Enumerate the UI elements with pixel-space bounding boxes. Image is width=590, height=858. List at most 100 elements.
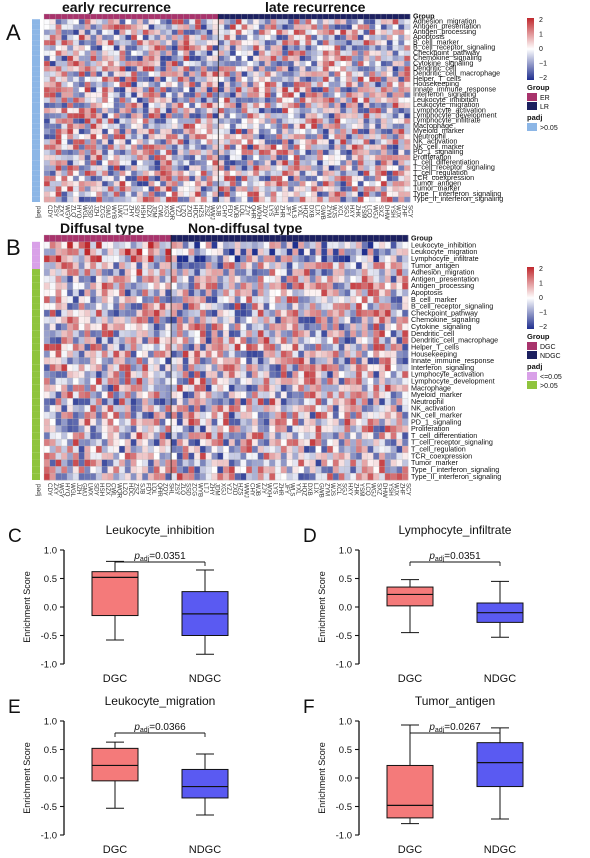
heatmap-cell xyxy=(61,165,68,171)
heatmap-cell xyxy=(264,134,271,140)
heatmap-cell xyxy=(299,175,306,182)
heatmap-cell xyxy=(379,398,386,406)
heatmap-cell xyxy=(321,377,328,386)
heatmap-cell xyxy=(235,19,242,25)
heatmap-cell xyxy=(332,445,339,454)
heatmap-cell xyxy=(344,364,351,372)
heatmap-cell xyxy=(211,303,218,311)
heatmap-cell xyxy=(96,262,103,270)
heatmap-cell xyxy=(177,170,184,177)
heatmap-cell xyxy=(224,55,231,62)
heatmap-cell xyxy=(125,123,132,130)
heatmap-cell xyxy=(240,337,247,345)
heatmap-cell xyxy=(402,371,409,379)
heatmap-cell xyxy=(304,439,311,447)
heatmap-cell xyxy=(234,439,241,447)
heatmap-cell xyxy=(165,337,172,345)
heatmap-cell xyxy=(351,76,359,83)
heatmap-cell xyxy=(361,269,368,277)
heatmap-cell xyxy=(78,296,85,304)
heatmap-cell xyxy=(344,398,351,406)
heatmap-cell xyxy=(380,55,388,62)
heatmap-cell xyxy=(200,24,207,30)
heatmap-cell xyxy=(177,196,184,203)
heatmap-cell xyxy=(322,55,329,62)
heatmap-cell xyxy=(344,384,351,392)
heatmap-cell xyxy=(373,459,380,467)
heatmap-cell xyxy=(171,248,178,256)
heatmap-cell xyxy=(200,384,207,392)
heatmap-cell xyxy=(276,108,283,114)
heatmap-cell xyxy=(321,248,328,256)
heatmap-cell xyxy=(375,76,382,83)
heatmap-cell xyxy=(252,275,259,283)
group-cell xyxy=(96,235,103,243)
heatmap-cell xyxy=(55,175,62,182)
heatmap-cell xyxy=(315,241,322,249)
heatmap-cell xyxy=(148,364,155,372)
heatmap-cell xyxy=(55,87,62,93)
heatmap-cell xyxy=(269,343,276,351)
group-cell xyxy=(177,14,184,20)
row-label: Lymphocyte_infiltrate xyxy=(411,254,479,263)
row-label: Cytokine_signaling xyxy=(413,58,473,67)
heatmap-cell xyxy=(159,337,166,345)
column-label: CWL xyxy=(110,483,117,497)
row-label: Antigen_processing xyxy=(413,27,476,36)
heatmap-cell xyxy=(298,405,305,413)
heatmap-cell xyxy=(90,170,97,177)
heatmap-cell xyxy=(136,196,144,203)
column-label: LCQ xyxy=(366,205,373,218)
heatmap-cell xyxy=(136,323,143,331)
y-tick-label: 0.5 xyxy=(44,745,57,756)
heatmap-cell xyxy=(67,118,74,124)
heatmap-cell xyxy=(90,50,97,57)
heatmap-cell xyxy=(153,337,160,345)
heatmap-cell xyxy=(217,309,224,317)
heatmap-cell xyxy=(258,34,266,41)
heatmap-cell xyxy=(375,81,382,88)
panel-f: F Tumor_antigen Enrichment Score 1.0 0.5 0.0-… xyxy=(295,683,590,856)
heatmap-cell xyxy=(188,337,195,345)
heatmap-cell xyxy=(229,186,237,192)
heatmap-cell xyxy=(270,87,277,93)
heatmap-cell xyxy=(90,296,97,304)
heatmap-cell xyxy=(73,128,80,135)
heatmap-cell xyxy=(96,97,103,104)
x-category-label: NDGC xyxy=(189,673,221,685)
heatmap-cell xyxy=(263,241,270,249)
heatmap-cell xyxy=(113,160,120,166)
heatmap-cell xyxy=(78,350,85,358)
padj-cell xyxy=(32,113,40,119)
heatmap-cell xyxy=(211,439,218,447)
heatmap-cell xyxy=(246,405,253,413)
heatmap-cell xyxy=(276,181,283,187)
heatmap-cell xyxy=(396,459,403,467)
heatmap-cell xyxy=(321,323,328,331)
heatmap-cell xyxy=(386,186,393,192)
heatmap-cell xyxy=(61,71,68,77)
heatmap-cell xyxy=(189,71,196,77)
heatmap-cell xyxy=(131,186,138,192)
heatmap-cell xyxy=(96,144,103,151)
heatmap-cell xyxy=(298,377,305,386)
heatmap-cell xyxy=(130,391,137,399)
group-cell xyxy=(304,235,311,243)
heatmap-cell xyxy=(363,92,370,98)
heatmap-cell xyxy=(293,123,300,130)
heatmap-cell xyxy=(218,196,225,203)
heatmap-cell xyxy=(390,452,397,460)
row-label: Dendritic_cell_macrophage xyxy=(411,336,498,345)
heatmap-cell xyxy=(84,92,91,98)
heatmap-cell xyxy=(206,165,213,171)
heatmap-cell xyxy=(328,123,335,130)
heatmap-cell xyxy=(350,452,357,460)
heatmap-cell xyxy=(67,309,74,317)
heatmap-cell xyxy=(311,118,318,124)
heatmap-cell xyxy=(288,76,295,83)
heatmap-cell xyxy=(49,350,56,358)
heatmap-cell xyxy=(263,364,270,372)
heatmap-cell xyxy=(113,405,120,413)
padj-cell xyxy=(32,405,40,412)
heatmap-cell xyxy=(55,165,62,171)
